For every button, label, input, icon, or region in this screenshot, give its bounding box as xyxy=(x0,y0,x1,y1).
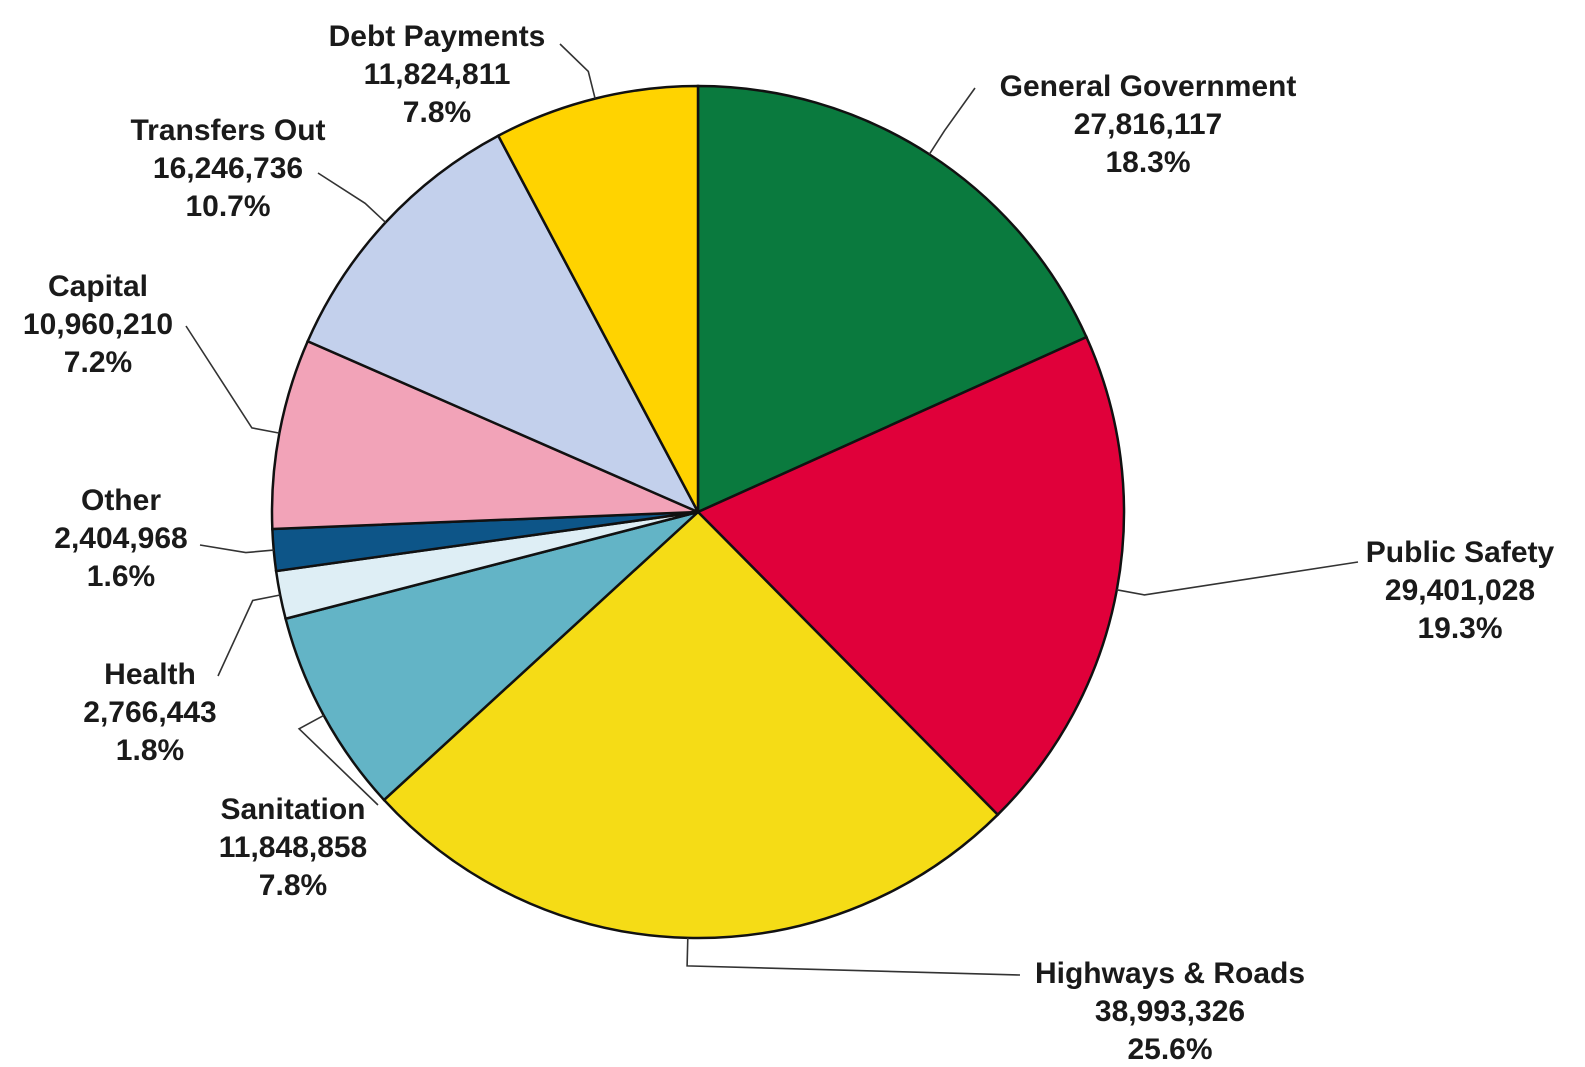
pie-slices xyxy=(270,84,1126,940)
pie-slice-general-government xyxy=(696,84,1089,514)
pie-slice-transfers-out xyxy=(306,134,701,515)
slice-percent-label-debt-payments: 7.8% xyxy=(403,96,471,129)
leader-lines xyxy=(185,43,1359,976)
slice-name-label-health: Health xyxy=(104,658,196,691)
slice-labels: General Government 27,816,117 18.3% Public … xyxy=(23,20,1555,1066)
slice-value-label-sanitation: 11,848,858 xyxy=(219,831,368,864)
leader-line-general-government xyxy=(928,87,976,155)
slice-percent-label-health: 1.8% xyxy=(116,734,184,767)
slice-percent-label-highways-and-roads: 25.6% xyxy=(1127,1033,1212,1066)
leader-line-debt-payments xyxy=(559,43,596,99)
slice-value-label-other: 2,404,968 xyxy=(54,522,187,555)
slice-value-label-transfers-out: 16,246,736 xyxy=(153,152,303,185)
slice-name-label-public-safety: Public Safety xyxy=(1366,536,1555,569)
pie-slice-debt-payments xyxy=(496,84,700,513)
slice-percent-label-capital: 7.2% xyxy=(64,346,132,379)
leader-line-transfers-out xyxy=(317,172,387,223)
leader-line-public-safety xyxy=(1116,561,1359,596)
leader-line-sanitation xyxy=(297,714,379,806)
slice-value-label-health: 2,766,443 xyxy=(83,696,216,729)
slice-percent-label-public-safety: 19.3% xyxy=(1417,612,1502,645)
leader-line-health xyxy=(217,594,281,677)
pie-slice-public-safety xyxy=(695,335,1126,817)
pie-slice-highways-and-roads xyxy=(382,510,1000,940)
slice-value-label-public-safety: 29,401,028 xyxy=(1385,574,1535,607)
leader-line-other xyxy=(199,544,274,554)
slice-name-label-sanitation: Sanitation xyxy=(220,793,365,826)
leader-line-capital xyxy=(185,325,280,434)
slice-value-label-debt-payments: 11,824,811 xyxy=(364,58,511,91)
pie-slice-sanitation xyxy=(284,510,699,802)
slice-percent-label-sanitation: 7.8% xyxy=(259,869,327,902)
slice-value-label-highways-and-roads: 38,993,326 xyxy=(1095,995,1245,1028)
slice-name-label-other: Other xyxy=(81,484,161,517)
slice-percent-label-other: 1.6% xyxy=(87,560,155,593)
slice-name-label-transfers-out: Transfers Out xyxy=(130,114,325,147)
slice-value-label-capital: 10,960,210 xyxy=(23,308,173,341)
leader-line-highways-and-roads xyxy=(686,937,1021,976)
slice-percent-label-transfers-out: 10.7% xyxy=(185,190,270,223)
slice-value-label-general-government: 27,816,117 xyxy=(1074,108,1223,141)
slice-name-label-general-government: General Government xyxy=(1000,70,1297,103)
slice-name-label-capital: Capital xyxy=(48,270,148,303)
slice-percent-label-general-government: 18.3% xyxy=(1105,146,1190,179)
slice-name-label-highways-and-roads: Highways & Roads xyxy=(1035,957,1305,990)
slice-name-label-debt-payments: Debt Payments xyxy=(329,20,546,53)
